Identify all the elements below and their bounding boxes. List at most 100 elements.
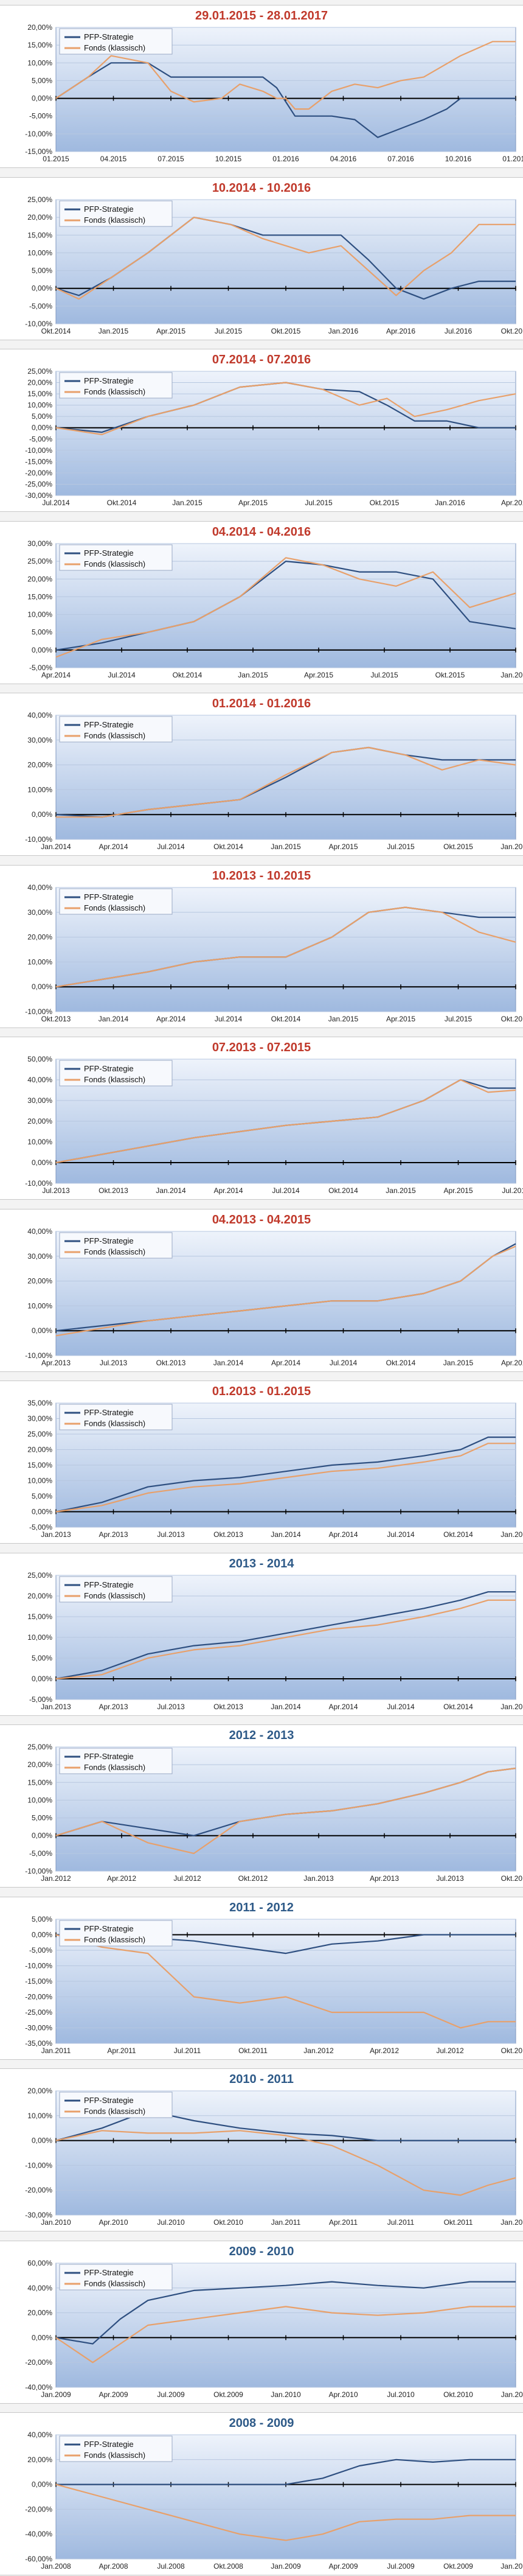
x-tick-label: Jul.2010 xyxy=(387,2390,415,2399)
legend-label: Fonds (klassisch) xyxy=(84,387,145,396)
chart-title: 07.2013 - 07.2015 xyxy=(212,1041,311,1054)
y-tick-label: 0,00% xyxy=(32,1508,52,1516)
y-tick-label: -10,00% xyxy=(25,1179,52,1188)
x-tick-label: Jan.2014 xyxy=(156,1186,186,1195)
x-tick-label: Jan.2014 xyxy=(213,1359,244,1367)
x-tick-label: Okt.2015 xyxy=(271,327,301,335)
y-tick-label: 5,00% xyxy=(32,1915,52,1923)
x-tick-label: Apr.2011 xyxy=(107,2046,136,2055)
x-tick-label: Okt.2014 xyxy=(41,327,71,335)
x-tick-label: Jan.2015 xyxy=(99,327,129,335)
y-tick-label: 40,00% xyxy=(27,2431,52,2439)
chart-panel: 04.2013 - 04.2015 40,00% 30,00% 20,00% 10,00… xyxy=(0,1208,523,1372)
x-tick-label: Jul.2009 xyxy=(157,2390,185,2399)
x-tick-label: Jan.2011 xyxy=(501,2390,523,2399)
y-tick-label: 20,00% xyxy=(27,1446,52,1454)
legend-label: PFP-Strategie xyxy=(84,32,134,41)
chart-panel: 10.2013 - 10.2015 40,00% 30,00% 20,00% 10,00… xyxy=(0,864,523,1028)
chart-plot: 20,00% 15,00% 10,00% 5,00% 0,00% -5,00% -10,00… xyxy=(25,23,523,163)
y-tick-label: -20,00% xyxy=(25,469,52,477)
x-tick-label: Jul.2009 xyxy=(387,2562,415,2571)
x-tick-label: Apr.2015 xyxy=(386,1015,415,1023)
legend-box xyxy=(59,716,173,743)
y-tick-label: -20,00% xyxy=(25,2358,52,2367)
x-tick-label: Jan.2012 xyxy=(500,2218,523,2227)
legend-label: PFP-Strategie xyxy=(84,1580,134,1589)
x-tick-label: Okt.2012 xyxy=(501,2046,523,2055)
x-tick-label: Jan.2011 xyxy=(41,2046,71,2055)
x-tick-label: Okt.2010 xyxy=(213,2218,243,2227)
chart-plot: 60,00%40,00%20,00%0,00%-20,00%-40,00%Jan… xyxy=(25,2259,523,2399)
y-tick-label: 10,00% xyxy=(27,248,52,257)
x-tick-label: Apr.2015 xyxy=(443,1186,473,1195)
chart-plot: 25,00% 20,00% 15,00% 10,00% 5,00% 0,00% -5,00%… xyxy=(25,1743,523,1883)
x-tick-label: Okt.2009 xyxy=(213,2390,243,2399)
y-tick-label: 15,00% xyxy=(27,1461,52,1469)
y-tick-label: -15,00% xyxy=(25,147,52,156)
x-tick-label: Jul.2013 xyxy=(42,1186,70,1195)
x-tick-label: Apr.2016 xyxy=(501,499,523,507)
y-tick-label: 20,00% xyxy=(27,23,52,32)
x-tick-label: Apr.2008 xyxy=(99,2562,128,2571)
chart-plot: 25,00% 20,00% 15,00% 10,00% 5,00% 0,00% -5,00%… xyxy=(25,195,523,335)
x-tick-label: Jan.2010 xyxy=(271,2390,301,2399)
y-tick-label: 0,00% xyxy=(32,2137,52,2145)
y-tick-label: 40,00% xyxy=(27,1076,52,1084)
x-tick-label: Jul.2013 xyxy=(157,1703,185,1711)
y-tick-label: 20,00% xyxy=(27,379,52,387)
x-tick-label: Jan.2016 xyxy=(435,499,465,507)
x-tick-label: Okt.2012 xyxy=(238,1874,268,1883)
x-tick-label: Apr.2015 xyxy=(238,499,268,507)
x-tick-label: Apr.2012 xyxy=(370,2046,399,2055)
series-line-fonds xyxy=(55,1079,516,1164)
legend-label: Fonds (klassisch) xyxy=(84,731,145,740)
series-line-fonds xyxy=(55,2305,516,2363)
x-tick-label: Jul.2015 xyxy=(387,842,415,851)
legend-label: PFP-Strategie xyxy=(84,1752,134,1761)
legend-label: Fonds (klassisch) xyxy=(84,2107,145,2116)
x-tick-label: Apr.2010 xyxy=(328,2390,358,2399)
chart-title: 10.2013 - 10.2015 xyxy=(212,869,311,883)
y-tick-label: 30,00% xyxy=(27,539,52,548)
chart-plot: 40,00%30,00%20,00%10,00%0,00%-10,00%Okt.… xyxy=(25,883,523,1023)
series-line-fonds xyxy=(55,2483,516,2541)
x-tick-label: Jan.2010 xyxy=(500,2562,523,2571)
legend-label: PFP-Strategie xyxy=(84,376,134,385)
series-line-fonds xyxy=(55,556,516,658)
x-tick-label: Jan.2009 xyxy=(271,2562,301,2571)
x-tick-label: Jan.2015 xyxy=(386,1186,416,1195)
x-tick-label: Apr.2013 xyxy=(41,1359,71,1367)
chart-title: 2010 - 2011 xyxy=(229,2073,294,2086)
x-tick-label: Jul.2014 xyxy=(42,499,70,507)
y-tick-label: -30,00% xyxy=(25,491,52,500)
x-tick-label: Jan.2009 xyxy=(41,2390,71,2399)
y-tick-label: -10,00% xyxy=(25,1961,52,1970)
chart-panel: 2011 - 2012 5,00% 0,00% -5,00% -10,00% -15,00… xyxy=(0,1896,523,2060)
x-tick-label: Okt.2015 xyxy=(501,1015,523,1023)
x-tick-label: Okt.2016 xyxy=(501,327,523,335)
y-tick-label: -25,00% xyxy=(25,2008,52,2017)
legend-label: Fonds (klassisch) xyxy=(84,559,145,569)
y-tick-label: 15,00% xyxy=(27,1612,52,1621)
y-tick-label: 0,00% xyxy=(32,1675,52,1683)
x-tick-label: Apr.2014 xyxy=(271,1359,300,1367)
legend-box xyxy=(59,1060,173,1087)
chart-panel: 07.2014 - 07.2016 25,00% 20,00% 15,00% 10,00… xyxy=(0,349,523,512)
x-tick-label: 07.2015 xyxy=(158,155,184,163)
chart-panel: 01.2013 - 01.2015 35,00% 30,00% 25,00% 20,00… xyxy=(0,1381,523,1544)
y-tick-label: 15,00% xyxy=(27,41,52,49)
chart-panel: 2008 - 2009 40,00% 20,00% 0,00% -20,00% -40,0… xyxy=(0,2412,523,2575)
y-tick-label: 5,00% xyxy=(32,1492,52,1500)
x-tick-label: Apr.2016 xyxy=(386,327,415,335)
x-tick-label: Jul.2013 xyxy=(157,1530,185,1539)
chart-title: 2009 - 2010 xyxy=(229,2244,294,2258)
chart-plot: 50,00% 40,00% 30,00% 20,00% 10,00% 0,00% -10,0… xyxy=(25,1055,523,1195)
y-tick-label: -5,00% xyxy=(29,112,52,121)
y-tick-label: 0,00% xyxy=(32,94,52,103)
y-tick-label: 0,00% xyxy=(32,2480,52,2489)
chart-plot: 30,00% 25,00% 20,00% 15,00% 10,00% 5,00% 0,00%… xyxy=(27,539,523,679)
x-tick-label: Jul.2016 xyxy=(445,327,473,335)
y-tick-label: 30,00% xyxy=(27,736,52,744)
x-tick-label: Jan.2015 xyxy=(271,842,301,851)
